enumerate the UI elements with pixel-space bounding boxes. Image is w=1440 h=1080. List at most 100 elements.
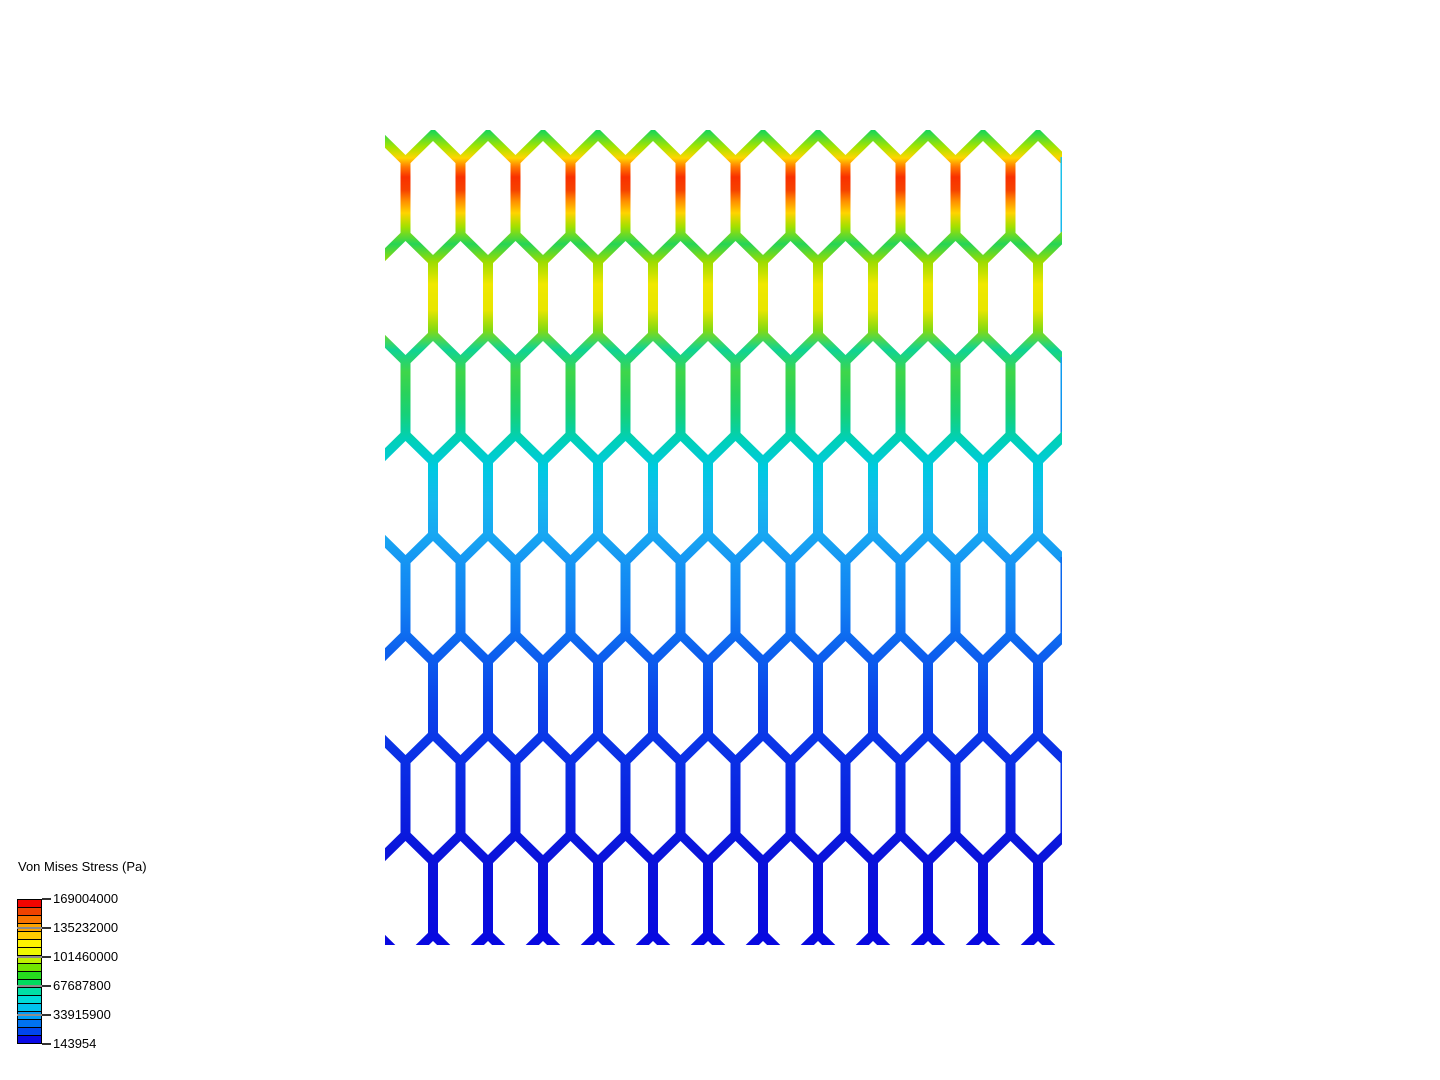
- mesh-strut: [483, 457, 493, 533]
- legend-color-segment: [18, 1035, 41, 1043]
- mesh-strut: [538, 257, 548, 333]
- mesh-strut: [455, 357, 466, 433]
- legend-color-segment: [18, 1003, 41, 1011]
- mesh-strut: [895, 357, 906, 433]
- legend-colorbar: [17, 899, 42, 1044]
- mesh-strut: [428, 257, 438, 333]
- mesh-chevron-band: [385, 228, 1062, 268]
- mesh-chevron-band: [385, 628, 1062, 668]
- mesh-strut: [813, 657, 823, 733]
- mesh-strut: [785, 557, 796, 633]
- stress-mesh: [385, 130, 1062, 945]
- mesh-strut: [510, 157, 521, 233]
- mesh-strut: [1033, 657, 1043, 733]
- mesh-strut: [510, 757, 521, 833]
- mesh-chevron-band: [385, 828, 1062, 868]
- mesh-strut: [785, 757, 796, 833]
- mesh-strut: [1033, 257, 1043, 333]
- mesh-strut: [868, 657, 878, 733]
- mesh-strut: [813, 257, 823, 333]
- mesh-strut: [950, 157, 961, 233]
- mesh-strut: [923, 657, 933, 733]
- mesh-strut: [950, 757, 961, 833]
- mesh-strut: [1005, 157, 1016, 233]
- mesh-strut: [703, 457, 713, 533]
- mesh-strut: [785, 357, 796, 433]
- legend-color-segment: [18, 931, 41, 939]
- mesh-chevron-band: [385, 528, 1062, 568]
- mesh-strut: [483, 657, 493, 733]
- mesh-strut: [895, 557, 906, 633]
- mesh-strut: [483, 257, 493, 333]
- legend-color-segment: [18, 1019, 41, 1027]
- mesh-strut: [978, 657, 988, 733]
- mesh-strut: [813, 857, 823, 933]
- legend-tick-mark: [42, 1043, 51, 1045]
- mesh-strut: [730, 157, 741, 233]
- mesh-strut: [400, 357, 411, 433]
- mesh-strut: [758, 857, 768, 933]
- mesh-strut: [510, 557, 521, 633]
- mesh-strut: [593, 657, 603, 733]
- legend-color-segment: [18, 979, 41, 987]
- mesh-strut: [1005, 357, 1016, 433]
- mesh-strut: [565, 157, 576, 233]
- mesh-strut: [400, 157, 411, 233]
- mesh-strut: [620, 757, 631, 833]
- mesh-strut: [1060, 757, 1062, 833]
- legend-tick-label: 33915900: [53, 1007, 111, 1022]
- mesh-chevron-band: [385, 130, 1062, 168]
- legend-title: Von Mises Stress (Pa): [18, 859, 147, 874]
- mesh-strut: [538, 857, 548, 933]
- legend-tick-label: 101460000: [53, 949, 119, 964]
- mesh-strut: [593, 257, 603, 333]
- mesh-strut: [565, 357, 576, 433]
- mesh-strut: [1033, 857, 1043, 933]
- stress-legend: Von Mises Stress (Pa) 169004000 135232000…: [17, 859, 237, 1069]
- mesh-strut: [978, 857, 988, 933]
- mesh-strut: [703, 857, 713, 933]
- legend-tick-mark: [17, 956, 50, 958]
- legend-tick-mark: [42, 927, 51, 929]
- mesh-strut: [868, 457, 878, 533]
- legend-color-segment: [18, 900, 41, 907]
- legend-color-segment: [18, 987, 41, 995]
- mesh-strut: [950, 557, 961, 633]
- mesh-strut: [648, 457, 658, 533]
- mesh-strut: [565, 757, 576, 833]
- legend-tick-label: 135232000: [53, 920, 119, 935]
- legend-color-segment: [18, 955, 41, 963]
- legend-color-segment: [18, 995, 41, 1003]
- mesh-strut: [868, 257, 878, 333]
- mesh-strut: [923, 257, 933, 333]
- mesh-strut: [593, 857, 603, 933]
- mesh-strut: [648, 857, 658, 933]
- mesh-chevron-band: [385, 328, 1062, 368]
- mesh-strut: [758, 257, 768, 333]
- mesh-strut: [978, 257, 988, 333]
- legend-tick-mark: [42, 985, 51, 987]
- mesh-strut: [730, 557, 741, 633]
- mesh-strut: [923, 457, 933, 533]
- legend-tick-label: 169004000: [53, 891, 119, 906]
- mesh-strut: [840, 557, 851, 633]
- mesh-strut: [1005, 557, 1016, 633]
- mesh-strut: [400, 557, 411, 633]
- legend-tick-label: 67687800: [53, 978, 111, 993]
- mesh-strut: [510, 357, 521, 433]
- stress-mesh-svg: [385, 130, 1062, 945]
- mesh-strut: [840, 157, 851, 233]
- legend-color-segment: [18, 963, 41, 971]
- mesh-strut: [455, 157, 466, 233]
- mesh-strut: [428, 857, 438, 933]
- legend-tick-label: 143954: [53, 1036, 97, 1051]
- mesh-strut: [1060, 157, 1062, 233]
- mesh-strut: [978, 457, 988, 533]
- mesh-strut: [840, 757, 851, 833]
- legend-tick-mark: [42, 956, 51, 958]
- mesh-chevron-band: [385, 928, 1056, 945]
- mesh-strut: [675, 557, 686, 633]
- mesh-strut: [455, 557, 466, 633]
- mesh-strut: [1033, 457, 1043, 533]
